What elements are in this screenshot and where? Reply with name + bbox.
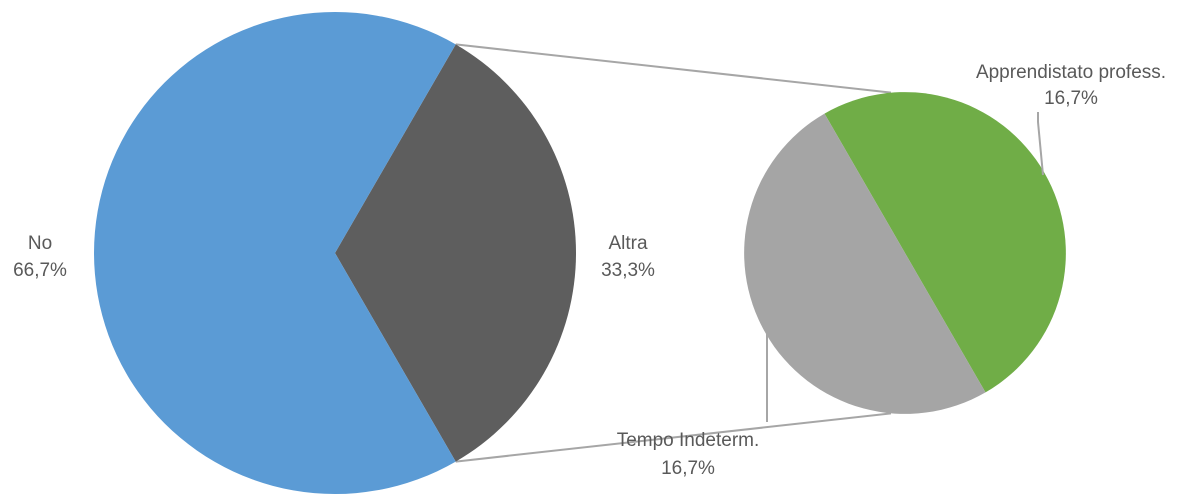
data-label-altra-name: Altra [608,233,648,254]
data-label-tempo-value: 16,7% [661,458,715,479]
leader-lines [766,112,1044,422]
connector-line-top [455,43,892,94]
data-label-tempo-name: Tempo Indeterm. [617,430,760,451]
data-label-apprendistato-value: 16,7% [1044,88,1098,109]
pie-slice-tempo-indeterm [744,113,986,414]
data-label-no-value: 66,7% [13,260,67,281]
connector-lines [455,43,892,463]
pie-slice-no [94,12,456,495]
pie-slice-altra [335,44,577,462]
data-label-no-name: No [28,233,52,254]
data-label-altra-value: 33,3% [601,260,655,281]
leader-line-apprendistato [1037,112,1044,176]
pie-slice-apprendistato-profess [824,92,1066,393]
data-label-apprendistato-name: Apprendistato profess. [976,62,1166,83]
connector-line-bottom [455,412,892,463]
main-pie [94,12,577,495]
secondary-pie [744,92,1066,414]
